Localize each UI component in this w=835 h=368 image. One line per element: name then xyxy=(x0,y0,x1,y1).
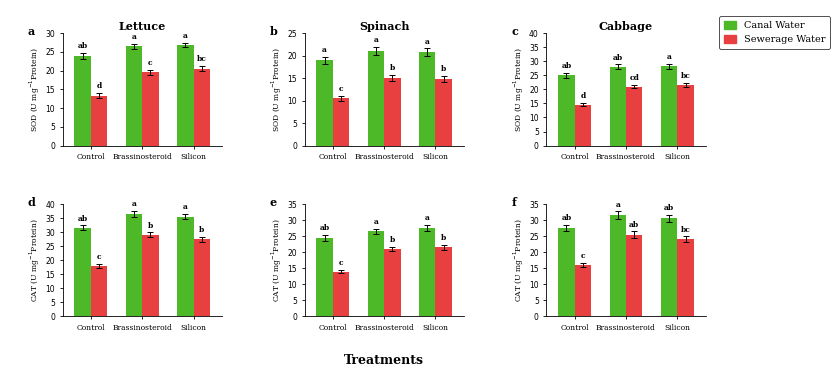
Bar xyxy=(91,96,107,146)
Bar xyxy=(384,249,401,316)
Text: d: d xyxy=(580,92,585,100)
Bar xyxy=(126,214,142,316)
Text: ab: ab xyxy=(78,215,88,223)
Bar xyxy=(126,46,142,146)
Bar xyxy=(419,52,435,146)
Text: e: e xyxy=(270,197,276,208)
Text: c: c xyxy=(580,252,585,260)
Bar xyxy=(610,215,626,316)
Text: a: a xyxy=(666,53,671,61)
Bar xyxy=(74,228,91,316)
Text: Treatments: Treatments xyxy=(344,354,424,367)
Text: ab: ab xyxy=(320,224,330,232)
Text: b: b xyxy=(441,234,446,243)
Text: a: a xyxy=(373,36,378,44)
Bar xyxy=(74,56,91,146)
Text: a: a xyxy=(615,201,620,209)
Text: b: b xyxy=(199,226,205,234)
Text: bc: bc xyxy=(681,72,691,80)
Bar xyxy=(677,239,694,316)
Bar xyxy=(574,265,591,316)
Y-axis label: SOD (U mg$^{-1}$Protein): SOD (U mg$^{-1}$Protein) xyxy=(28,47,43,132)
Text: a: a xyxy=(425,215,430,222)
Text: ab: ab xyxy=(561,62,571,70)
Title: Cabbage: Cabbage xyxy=(599,21,653,32)
Text: a: a xyxy=(322,46,327,54)
Y-axis label: CAT (U mg$^{-1}$Protein): CAT (U mg$^{-1}$Protein) xyxy=(28,218,43,302)
Legend: Canal Water, Sewerage Water: Canal Water, Sewerage Water xyxy=(720,16,830,49)
Bar xyxy=(367,231,384,316)
Text: b: b xyxy=(270,26,277,38)
Text: b: b xyxy=(390,64,395,72)
Title: Lettuce: Lettuce xyxy=(119,21,166,32)
Text: a: a xyxy=(183,32,188,40)
Bar xyxy=(194,69,210,146)
Bar xyxy=(142,72,159,146)
Bar xyxy=(574,105,591,146)
Bar xyxy=(435,247,452,316)
Bar xyxy=(626,86,642,146)
Text: c: c xyxy=(97,253,101,261)
Bar xyxy=(610,67,626,146)
Bar xyxy=(142,235,159,316)
Title: Spinach: Spinach xyxy=(359,21,409,32)
Bar xyxy=(384,78,401,146)
Text: c: c xyxy=(148,59,153,67)
Bar xyxy=(177,45,194,146)
Text: d: d xyxy=(28,197,36,208)
Y-axis label: CAT (U mg$^{-1}$Protein): CAT (U mg$^{-1}$Protein) xyxy=(512,218,526,302)
Text: ab: ab xyxy=(561,214,571,222)
Text: c: c xyxy=(511,26,519,38)
Bar xyxy=(367,51,384,146)
Text: ab: ab xyxy=(664,204,674,212)
Text: ab: ab xyxy=(613,53,623,61)
Bar xyxy=(559,75,574,146)
Bar xyxy=(661,66,677,146)
Bar xyxy=(177,217,194,316)
Text: ab: ab xyxy=(629,220,640,229)
Bar xyxy=(316,60,333,146)
Y-axis label: CAT (U mg$^{-1}$Protein): CAT (U mg$^{-1}$Protein) xyxy=(270,218,285,302)
Text: a: a xyxy=(132,200,136,208)
Text: cd: cd xyxy=(630,74,639,82)
Text: a: a xyxy=(373,218,378,226)
Y-axis label: SOD (U mg$^{-1}$Protein): SOD (U mg$^{-1}$Protein) xyxy=(270,47,285,132)
Text: b: b xyxy=(441,66,446,74)
Text: b: b xyxy=(390,236,395,244)
Text: ab: ab xyxy=(78,42,88,50)
Text: f: f xyxy=(511,197,516,208)
Text: c: c xyxy=(339,85,343,93)
Text: a: a xyxy=(132,33,136,41)
Bar xyxy=(333,98,349,146)
Text: bc: bc xyxy=(197,55,207,63)
Bar xyxy=(435,79,452,146)
Y-axis label: SOD (U mg$^{-1}$Protein): SOD (U mg$^{-1}$Protein) xyxy=(512,47,526,132)
Text: b: b xyxy=(148,222,153,230)
Bar xyxy=(559,228,574,316)
Bar xyxy=(316,238,333,316)
Text: a: a xyxy=(183,203,188,211)
Bar xyxy=(194,239,210,316)
Text: bc: bc xyxy=(681,226,691,234)
Bar xyxy=(626,234,642,316)
Text: a: a xyxy=(425,38,430,46)
Bar xyxy=(419,228,435,316)
Text: d: d xyxy=(97,82,102,90)
Bar xyxy=(677,85,694,146)
Bar xyxy=(661,219,677,316)
Bar xyxy=(91,266,107,316)
Bar xyxy=(333,272,349,316)
Text: a: a xyxy=(28,26,35,38)
Text: c: c xyxy=(339,259,343,267)
